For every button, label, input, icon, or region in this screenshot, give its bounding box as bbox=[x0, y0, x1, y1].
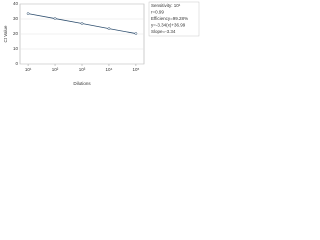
x-tick-label: 10³ bbox=[79, 67, 86, 72]
point bbox=[107, 27, 111, 30]
annotation: Efficiency=99.28% bbox=[151, 16, 188, 21]
annotation-frame bbox=[148, 1, 200, 37]
x-tick-label: 10¹ bbox=[25, 67, 32, 72]
annotation: y=-3.34(x)+36.99 bbox=[151, 23, 186, 28]
x-tick-label: 10⁵ bbox=[132, 67, 139, 72]
x-tick-label: 10⁴ bbox=[105, 67, 112, 72]
y-tick-label: 10 bbox=[13, 46, 19, 51]
y-tick-label: 40 bbox=[13, 1, 19, 6]
point bbox=[134, 32, 138, 35]
y-tick-label: 0 bbox=[15, 61, 18, 66]
page: Dilutions Ct Value Sensitivity: 10¹ r=0.9… bbox=[0, 0, 200, 96]
annotation: Sensitivity: 10¹ bbox=[151, 3, 181, 8]
x-tick-label: 10² bbox=[52, 67, 59, 72]
point bbox=[80, 22, 84, 25]
y-tick-label: 20 bbox=[13, 31, 19, 36]
point bbox=[53, 17, 57, 20]
y-tick-label: 30 bbox=[13, 16, 19, 21]
y-axis-label: Ct Value bbox=[3, 25, 8, 42]
annotation: Slope=-3.34 bbox=[151, 29, 176, 34]
x-axis-label: Dilutions bbox=[73, 81, 91, 86]
point bbox=[26, 12, 30, 15]
chart: Dilutions Ct Value Sensitivity: 10¹ r=0.9… bbox=[0, 0, 200, 96]
annotation: r=0.99 bbox=[151, 10, 164, 15]
